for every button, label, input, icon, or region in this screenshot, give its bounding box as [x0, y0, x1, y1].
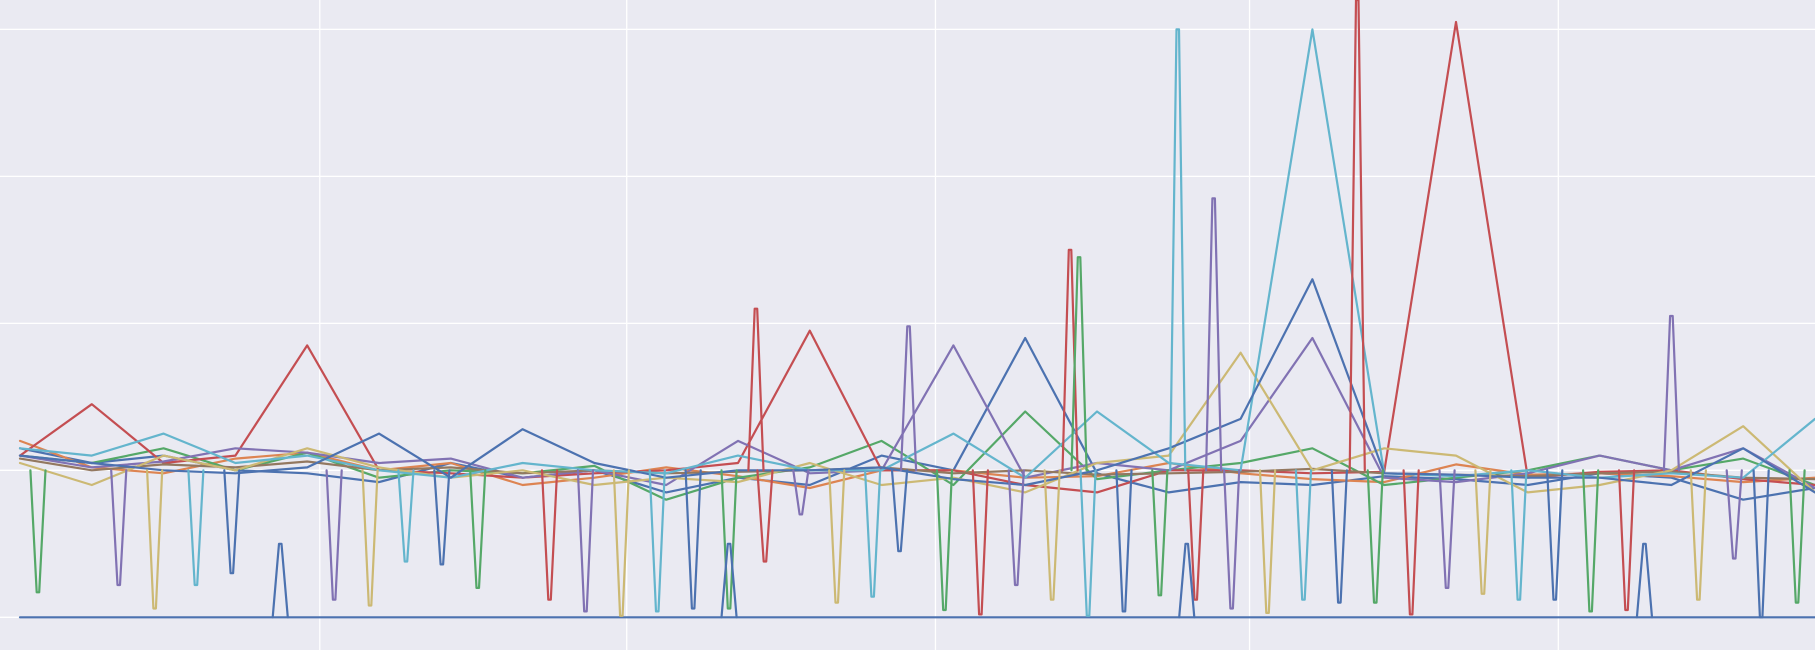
- drop-30: [1258, 469, 1277, 615]
- series-line-6: [18, 351, 1815, 494]
- series-line-7: [18, 28, 1815, 479]
- drop-44: [1788, 469, 1806, 604]
- drop-10: [540, 469, 559, 601]
- spike-4: [1348, 0, 1366, 472]
- drop-3: [187, 469, 205, 587]
- drop-9: [469, 469, 487, 590]
- drop-32: [1330, 469, 1349, 604]
- drop-14: [684, 469, 702, 610]
- spike-1: [720, 542, 738, 619]
- drop-12: [612, 469, 631, 617]
- drop-13: [648, 469, 666, 613]
- spike-3: [1635, 542, 1654, 619]
- drop-26: [1115, 469, 1133, 613]
- drop-36: [1474, 469, 1492, 595]
- drop-17: [792, 469, 810, 516]
- drop-43: [1752, 469, 1770, 619]
- drop-34: [1402, 469, 1420, 616]
- drop-42: [1725, 469, 1743, 560]
- drop-24: [1043, 469, 1061, 601]
- drop-35: [1438, 469, 1456, 590]
- series-line-4: [18, 336, 1815, 490]
- drop-1: [110, 469, 128, 587]
- drop-18: [828, 469, 846, 604]
- spike-9: [899, 325, 918, 472]
- drop-21: [935, 469, 954, 612]
- spike-2: [1178, 542, 1196, 619]
- drop-19: [863, 469, 882, 598]
- drop-16: [756, 469, 774, 563]
- drop-8: [433, 469, 451, 566]
- drop-20: [890, 469, 909, 553]
- drop-41: [1689, 469, 1708, 601]
- drop-31: [1294, 469, 1313, 601]
- drop-7: [397, 469, 415, 563]
- spike-11: [1662, 314, 1681, 472]
- drop-22: [971, 469, 990, 616]
- spike-0: [271, 542, 289, 619]
- drop-38: [1546, 469, 1564, 601]
- drop-0: [29, 469, 47, 594]
- drop-5: [325, 469, 343, 601]
- spike-5: [1169, 28, 1187, 472]
- drop-37: [1510, 469, 1528, 601]
- drop-40: [1617, 469, 1636, 612]
- drop-27: [1151, 469, 1169, 597]
- spike-8: [1070, 256, 1088, 472]
- drop-4: [223, 469, 241, 575]
- drop-29: [1222, 469, 1241, 610]
- series-group: [18, 0, 1815, 619]
- drop-39: [1581, 469, 1600, 613]
- drop-33: [1366, 469, 1384, 604]
- series-line-8: [18, 278, 1815, 494]
- drop-15: [720, 469, 738, 610]
- spike-10: [747, 307, 765, 472]
- drop-2: [146, 469, 164, 610]
- drop-6: [361, 469, 379, 607]
- drop-11: [576, 469, 595, 613]
- spike-6: [1204, 197, 1223, 472]
- drop-28: [1187, 469, 1205, 601]
- drop-23: [1007, 469, 1025, 587]
- drop-25: [1079, 469, 1097, 617]
